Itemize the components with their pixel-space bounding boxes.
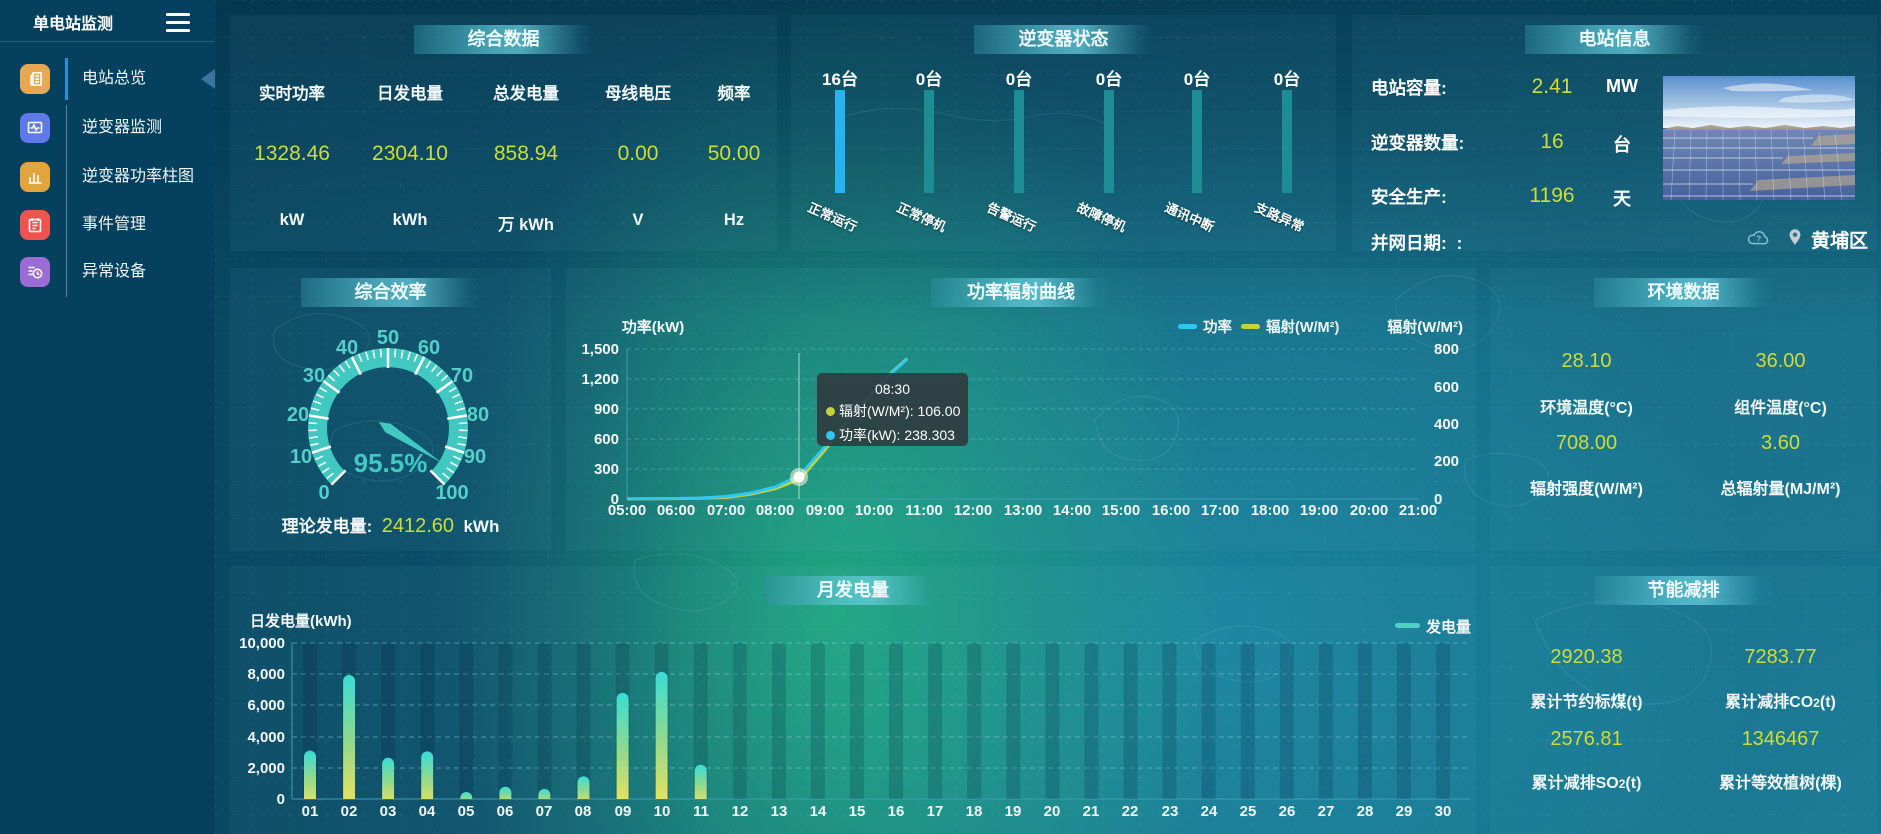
svg-text:17:00: 17:00 [1201, 502, 1239, 519]
svg-text:09: 09 [615, 803, 632, 820]
svg-text:25: 25 [1240, 803, 1257, 820]
svg-text:?: ? [1756, 234, 1761, 244]
svg-text:18: 18 [966, 803, 983, 820]
svg-text:4,000: 4,000 [247, 729, 285, 746]
svg-text:1,500: 1,500 [581, 341, 619, 358]
svg-text:辐射(W/M²): 辐射(W/M²) [1266, 318, 1339, 336]
svg-text:400: 400 [1434, 416, 1459, 433]
svg-text:6,000: 6,000 [247, 697, 285, 714]
svg-text:2,000: 2,000 [247, 760, 285, 777]
svg-text:27: 27 [1318, 803, 1335, 820]
svg-text:40: 40 [336, 337, 358, 359]
svg-text:07:00: 07:00 [707, 502, 745, 519]
svg-text:22: 22 [1122, 803, 1139, 820]
svg-text:04: 04 [419, 803, 436, 820]
svg-text:16: 16 [888, 803, 905, 820]
svg-text:07: 07 [536, 803, 553, 820]
svg-text:发电量: 发电量 [1425, 618, 1471, 636]
svg-text:26: 26 [1279, 803, 1296, 820]
svg-text:8,000: 8,000 [247, 666, 285, 683]
svg-text:29: 29 [1396, 803, 1413, 820]
svg-text:01: 01 [302, 803, 319, 820]
svg-text:18:00: 18:00 [1251, 502, 1289, 519]
svg-text:28: 28 [1357, 803, 1374, 820]
svg-text:20:00: 20:00 [1350, 502, 1388, 519]
svg-text:02: 02 [341, 803, 358, 820]
svg-text:900: 900 [594, 401, 619, 418]
svg-text:09:00: 09:00 [806, 502, 844, 519]
svg-text:0: 0 [611, 491, 619, 508]
svg-text:0: 0 [277, 791, 285, 808]
svg-text:功率(kW): 功率(kW) [622, 318, 685, 336]
svg-text:11: 11 [693, 803, 709, 820]
svg-text:17: 17 [927, 803, 944, 820]
svg-text:16:00: 16:00 [1152, 502, 1190, 519]
svg-text:70: 70 [451, 365, 473, 387]
svg-text:0: 0 [1434, 491, 1442, 508]
svg-text:10: 10 [290, 446, 312, 468]
svg-text:10,000: 10,000 [239, 635, 285, 652]
svg-text:24: 24 [1201, 803, 1218, 820]
svg-text:300: 300 [594, 461, 619, 478]
svg-text:800: 800 [1434, 341, 1459, 358]
svg-text:30: 30 [303, 365, 325, 387]
svg-text:50: 50 [377, 327, 399, 349]
svg-text:0: 0 [318, 482, 329, 504]
svg-text:功率: 功率 [1203, 318, 1232, 336]
svg-text:14:00: 14:00 [1053, 502, 1091, 519]
svg-text:15: 15 [849, 803, 866, 820]
svg-text:05:00: 05:00 [608, 502, 646, 519]
svg-text:14: 14 [810, 803, 827, 820]
svg-text:19: 19 [1005, 803, 1022, 820]
svg-text:15:00: 15:00 [1102, 502, 1140, 519]
svg-text:03: 03 [380, 803, 397, 820]
svg-text:600: 600 [1434, 379, 1459, 396]
svg-text:12: 12 [732, 803, 749, 820]
svg-text:06: 06 [497, 803, 514, 820]
svg-text:10:00: 10:00 [855, 502, 893, 519]
svg-text:13:00: 13:00 [1004, 502, 1042, 519]
svg-text:08: 08 [575, 803, 592, 820]
svg-text:21:00: 21:00 [1399, 502, 1437, 519]
svg-text:200: 200 [1434, 453, 1459, 470]
svg-text:日发电量(kWh): 日发电量(kWh) [250, 612, 352, 630]
svg-text:20: 20 [1044, 803, 1061, 820]
svg-text:19:00: 19:00 [1300, 502, 1338, 519]
svg-text:12:00: 12:00 [954, 502, 992, 519]
svg-text:1,200: 1,200 [581, 371, 619, 388]
svg-text:05: 05 [458, 803, 475, 820]
svg-text:600: 600 [594, 431, 619, 448]
svg-text:10: 10 [654, 803, 671, 820]
svg-text:21: 21 [1083, 803, 1100, 820]
svg-text:06:00: 06:00 [657, 502, 695, 519]
svg-text:100: 100 [435, 482, 468, 504]
svg-text:辐射(W/M²): 辐射(W/M²) [1387, 318, 1463, 336]
svg-text:23: 23 [1162, 803, 1179, 820]
svg-text:13: 13 [771, 803, 788, 820]
svg-text:80: 80 [467, 404, 489, 426]
svg-text:11:00: 11:00 [905, 502, 943, 519]
svg-text:60: 60 [418, 337, 440, 359]
svg-text:20: 20 [287, 404, 309, 426]
svg-text:90: 90 [464, 446, 486, 468]
svg-text:30: 30 [1435, 803, 1452, 820]
svg-text:08:00: 08:00 [756, 502, 794, 519]
